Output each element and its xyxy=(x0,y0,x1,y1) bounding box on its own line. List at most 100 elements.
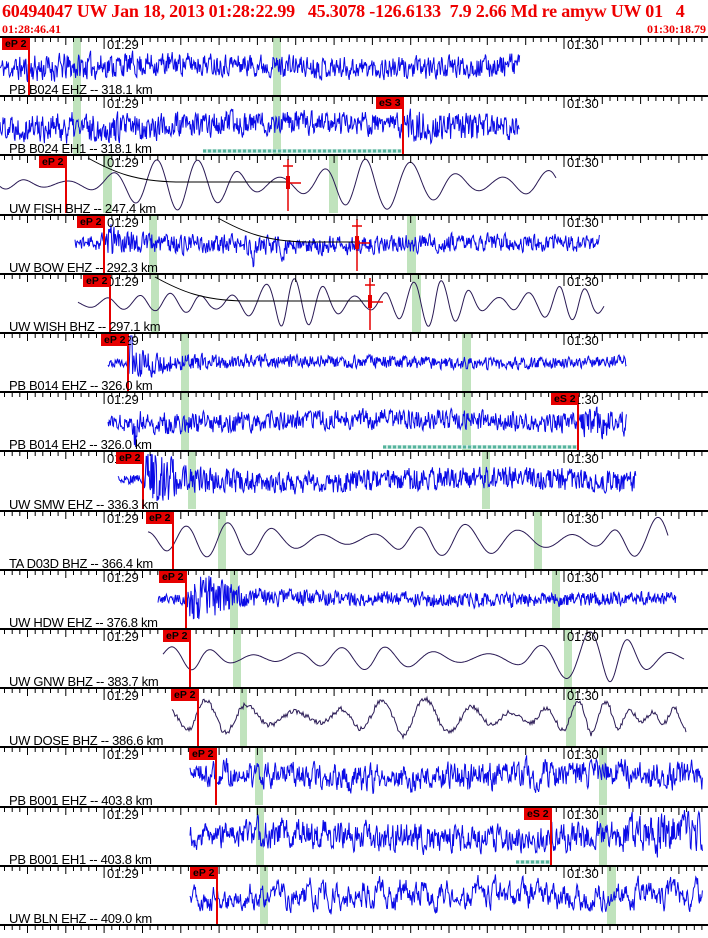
trace-list: 01:29 01:30 eP 2 PB B024 EHZ -- 318.1 km 01:… xyxy=(0,36,708,927)
waveform xyxy=(0,50,521,83)
phase-window-band xyxy=(462,334,471,392)
phase-window-band xyxy=(151,274,159,332)
phase-flag[interactable]: eP 2 xyxy=(116,452,143,465)
trace-canvas[interactable] xyxy=(0,452,708,510)
waveform xyxy=(189,809,703,858)
minute-label: 01:29 xyxy=(107,629,139,645)
trace-canvas[interactable] xyxy=(0,393,708,451)
trace-canvas[interactable] xyxy=(0,156,708,214)
coda-end-marker[interactable] xyxy=(283,159,301,212)
phase-flag[interactable]: eP 2 xyxy=(83,274,110,287)
coda-end-marker[interactable] xyxy=(352,218,370,271)
trace-canvas[interactable] xyxy=(0,334,708,392)
coda-end-marker[interactable] xyxy=(365,277,383,330)
phase-flag[interactable]: eP 2 xyxy=(2,38,29,50)
minute-label: 01:29 xyxy=(107,865,139,881)
waveform xyxy=(147,516,669,557)
station-label: UW HDW EHZ -- 376.8 km xyxy=(9,615,158,631)
minute-label: 01:30 xyxy=(567,688,599,704)
phase-window-band xyxy=(181,393,189,451)
trace-canvas[interactable] xyxy=(0,689,708,747)
minute-label: 01:30 xyxy=(567,747,599,763)
phase-flag[interactable]: eP 2 xyxy=(101,334,128,347)
trace-panel[interactable]: 01:29 01:30 eS 3 PB B024 EH1 -- 318.1 km xyxy=(0,95,708,156)
station-label: UW WISH BHZ -- 297.1 km xyxy=(9,319,161,335)
phase-window-band xyxy=(566,689,576,747)
time-ruler-ticks xyxy=(4,393,703,405)
waveform xyxy=(0,108,520,146)
phase-window-band xyxy=(73,38,81,95)
trace-canvas[interactable] xyxy=(0,807,708,865)
phase-flag[interactable]: eP 2 xyxy=(171,689,198,702)
trace-panel[interactable]: 01:29 01:30 eP 2 UW BOW EHZ -- 292.3 km xyxy=(0,213,708,274)
waveform xyxy=(107,335,627,378)
phase-flag[interactable]: eP 2 xyxy=(190,866,217,879)
station-label: PB B014 EH2 -- 326.0 km xyxy=(9,437,152,453)
phase-flag[interactable]: eP 2 xyxy=(146,511,173,524)
phase-window-band xyxy=(482,452,490,510)
waveform xyxy=(74,223,600,267)
minute-label: 01:29 xyxy=(107,569,139,585)
station-label: UW DOSE BHZ -- 386.6 km xyxy=(9,733,164,749)
trace-canvas[interactable] xyxy=(0,570,708,628)
trace-canvas[interactable] xyxy=(0,274,708,332)
trace-canvas[interactable] xyxy=(0,630,708,688)
trace-panel[interactable]: 01:29 01:30 eP 2 UW WISH BHZ -- 297.1 km xyxy=(0,272,708,335)
waveform xyxy=(157,575,677,620)
minute-label: 01:29 xyxy=(107,806,139,822)
phase-window-band xyxy=(103,156,112,214)
time-ruler-ticks xyxy=(4,748,703,760)
time-ruler-ticks xyxy=(4,452,703,464)
minute-label: 01:30 xyxy=(567,96,599,112)
event-title: 60494047 UW Jan 18, 2013 01:28:22.99 45.… xyxy=(2,1,685,21)
station-label: UW BLN EHZ -- 409.0 km xyxy=(9,911,152,927)
trace-panel[interactable]: 01:29 01:30 eP 2 TA D03D BHZ -- 366.4 km xyxy=(0,509,708,570)
trace-panel[interactable]: 01:29 01:30 eS 2 PB B014 EH2 -- 326.0 km xyxy=(0,391,708,453)
time-ruler-ticks xyxy=(4,274,703,286)
minute-label: 01:29 xyxy=(107,510,139,526)
phase-flag[interactable]: eS 2 xyxy=(551,393,578,406)
minute-label: 01:30 xyxy=(567,629,599,645)
coda-decay-curve xyxy=(154,276,370,302)
trace-panel[interactable]: 01:29 01:30 eP 2 UW GNW BHZ -- 383.7 km xyxy=(0,628,708,689)
trace-panel[interactable]: 01:29 01:30 eP 2 UW BLN EHZ -- 409.0 km xyxy=(0,864,708,927)
phase-window-band xyxy=(218,511,226,569)
trace-canvas[interactable] xyxy=(0,38,708,95)
minute-label: 01:30 xyxy=(567,37,599,52)
station-label: UW SMW EHZ -- 336.3 km xyxy=(9,496,159,512)
trace-panel[interactable]: 01:29 01:30 eP 2 UW DOSE BHZ -- 386.6 km xyxy=(0,687,708,749)
phase-window-band xyxy=(412,274,421,332)
time-ruler-ticks xyxy=(4,926,703,933)
time-ruler-ticks xyxy=(4,156,703,168)
phase-flag[interactable]: eP 2 xyxy=(39,156,66,169)
phase-flag[interactable]: eP 2 xyxy=(77,215,104,228)
phase-window-band xyxy=(273,38,281,95)
trace-panel[interactable]: 01:29 01:30 eP 2 UW HDW EHZ -- 376.8 km xyxy=(0,568,708,631)
trace-canvas[interactable] xyxy=(0,866,708,924)
phase-flag[interactable]: eS 2 xyxy=(524,807,551,820)
trace-panel[interactable]: 01:29 01:30 eP 2 PB B024 EHZ -- 318.1 km xyxy=(0,36,708,97)
time-ruler-ticks xyxy=(4,630,703,642)
waveform xyxy=(189,874,703,915)
phase-window-band xyxy=(407,215,416,273)
minute-label: 01:29 xyxy=(107,747,139,763)
window-end-time: 01:30:18.79 xyxy=(647,22,706,36)
waveform xyxy=(171,695,687,741)
phase-flag[interactable]: eP 2 xyxy=(189,748,216,761)
phase-window-band xyxy=(329,156,338,214)
phase-window-band xyxy=(73,97,81,155)
phase-window-band xyxy=(534,511,542,569)
phase-flag[interactable]: eP 2 xyxy=(159,570,186,583)
phase-window-band xyxy=(240,689,247,747)
trace-canvas[interactable] xyxy=(0,748,708,806)
event-header: 60494047 UW Jan 18, 2013 01:28:22.99 45.… xyxy=(0,0,708,36)
waveform xyxy=(107,406,627,448)
trace-panel[interactable]: 01:29 01:30 eP 2 PB B001 EHZ -- 403.8 km xyxy=(0,746,708,807)
minute-label: 01:29 xyxy=(107,96,139,112)
phase-flag[interactable]: eP 2 xyxy=(163,630,190,643)
trace-panel[interactable]: 01:29 01:30 eS 2 PB B001 EH1 -- 403.8 km xyxy=(0,805,708,866)
phase-flag[interactable]: eS 3 xyxy=(376,97,403,110)
trace-panel[interactable]: 01:29 01:30 eP 2 UW FISH BHZ -- 247.4 km xyxy=(0,154,708,215)
